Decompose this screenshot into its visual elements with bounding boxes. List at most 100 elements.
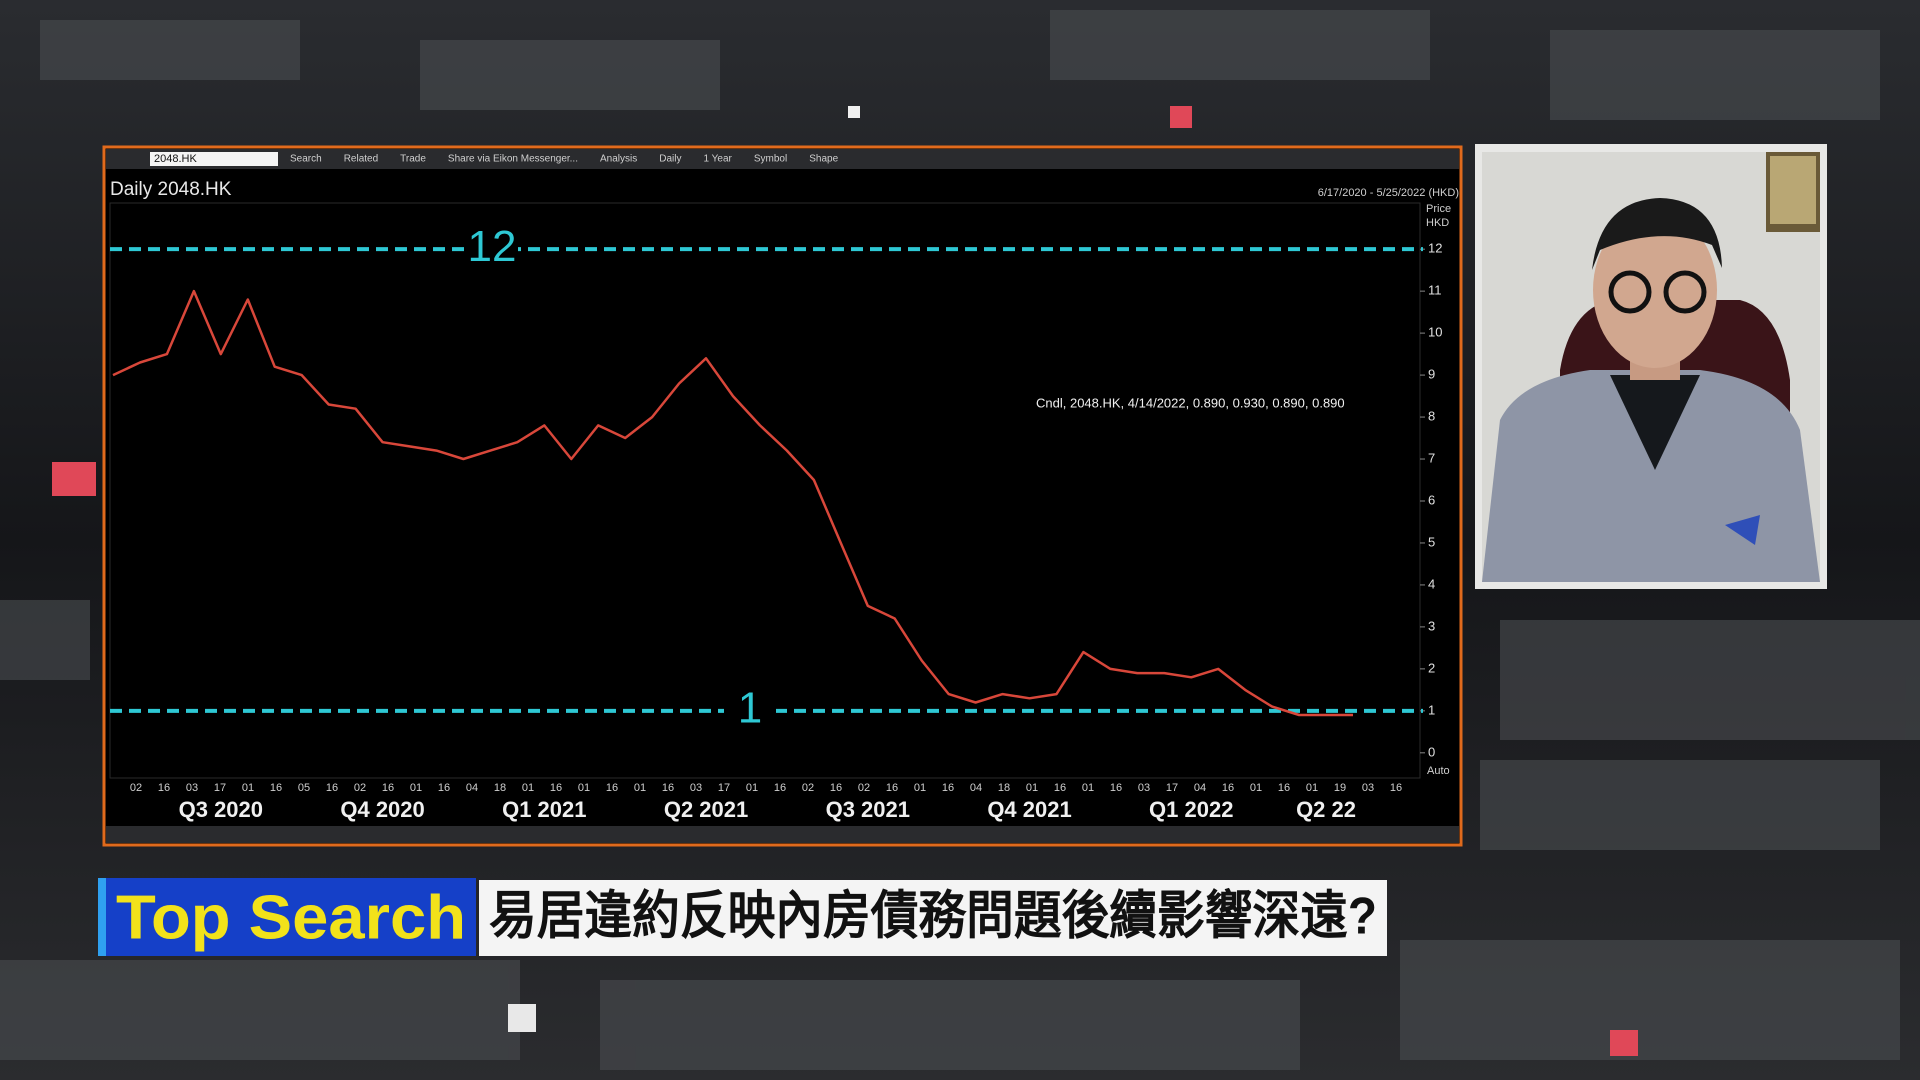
x-day-label: 19: [1334, 782, 1346, 794]
y-tick-label: 5: [1428, 534, 1435, 549]
y-tick-label: 1: [1428, 702, 1435, 717]
chart-panel: [102, 145, 1463, 847]
toolbar-item[interactable]: Shape: [809, 154, 838, 165]
y-tick-label: 12: [1428, 241, 1442, 256]
banner-headline: 易居違約反映內房債務問題後續影響深遠?: [489, 888, 1377, 946]
y-tick-label: 8: [1428, 408, 1435, 423]
x-day-label: 01: [1082, 782, 1094, 794]
x-day-label: 03: [1138, 782, 1150, 794]
decor-cube: [508, 1004, 536, 1032]
x-day-label: 05: [298, 782, 310, 794]
x-day-label: 16: [886, 782, 898, 794]
y-tick-label: 7: [1428, 450, 1435, 465]
x-day-label: 16: [438, 782, 450, 794]
x-tick-label: Q2 2021: [664, 797, 748, 822]
banner-tag-box: [98, 878, 476, 956]
y-tick-label: 10: [1428, 325, 1442, 340]
y-tick-label: 3: [1428, 618, 1435, 633]
toolbar-item[interactable]: Analysis: [600, 154, 637, 165]
x-day-label: 01: [522, 782, 534, 794]
x-day-label: 17: [1166, 782, 1178, 794]
x-day-label: 16: [1278, 782, 1290, 794]
banner-accent: [98, 878, 106, 956]
x-tick-label: Q1 2022: [1149, 797, 1233, 822]
x-day-label: 18: [494, 782, 506, 794]
x-tick-label: Q2 22: [1296, 797, 1356, 822]
toolbar: [106, 149, 1459, 169]
toolbar-item[interactable]: Share via Eikon Messenger...: [448, 154, 578, 165]
x-day-label: 02: [354, 782, 366, 794]
date-range: 6/17/2020 - 5/25/2022 (HKD): [1318, 187, 1459, 199]
x-day-label: 16: [1054, 782, 1066, 794]
x-day-label: 01: [914, 782, 926, 794]
axis-label: HKD: [1426, 217, 1449, 229]
x-day-label: 16: [774, 782, 786, 794]
toolbar-item[interactable]: Trade: [400, 154, 426, 165]
y-tick-label: 0: [1428, 744, 1435, 759]
x-day-label: 16: [382, 782, 394, 794]
annotation: Cndl, 2048.HK, 4/14/2022, 0.890, 0.930, …: [1036, 395, 1345, 410]
x-tick-label: Q1 2021: [502, 797, 586, 822]
x-day-label: 16: [606, 782, 618, 794]
toolbar-item[interactable]: Search: [290, 154, 322, 165]
x-day-label: 16: [942, 782, 954, 794]
x-day-label: 01: [1306, 782, 1318, 794]
toolbar-item[interactable]: Related: [344, 154, 378, 165]
decor-cube: [848, 106, 860, 118]
x-day-label: 17: [214, 782, 226, 794]
x-day-label: 16: [1222, 782, 1234, 794]
toolbar-item[interactable]: 1 Year: [703, 154, 732, 165]
x-day-label: 03: [690, 782, 702, 794]
x-day-label: 17: [718, 782, 730, 794]
reference-label: 12: [468, 222, 517, 271]
x-day-label: 01: [1026, 782, 1038, 794]
x-day-label: 16: [662, 782, 674, 794]
x-day-label: 18: [998, 782, 1010, 794]
y-tick-label: 9: [1428, 367, 1435, 382]
axis-label: Price: [1426, 203, 1451, 215]
x-day-label: 16: [550, 782, 562, 794]
x-tick-label: Q4 2020: [340, 797, 424, 822]
reference-label: 1: [738, 683, 762, 732]
x-day-label: 01: [746, 782, 758, 794]
reference-label-bg: [466, 225, 518, 274]
x-day-label: 01: [1250, 782, 1262, 794]
toolbar-item[interactable]: Symbol: [754, 154, 787, 165]
x-day-label: 01: [242, 782, 254, 794]
x-day-label: 01: [410, 782, 422, 794]
x-day-label: 16: [158, 782, 170, 794]
y-tick-label: 11: [1428, 283, 1442, 298]
banner-headline-box: [479, 880, 1387, 956]
price-line: [112, 289, 1353, 717]
decor-cube: [1170, 106, 1192, 128]
x-day-label: 01: [578, 782, 590, 794]
x-day-label: 16: [1390, 782, 1402, 794]
watchlist-bar: [106, 826, 1459, 843]
x-day-label: 02: [802, 782, 814, 794]
x-tick-label: Q3 2020: [179, 797, 263, 822]
y-tick-label: 6: [1428, 492, 1435, 507]
background-blocks: [0, 10, 1920, 1070]
x-day-label: 03: [186, 782, 198, 794]
scale-mode: Auto: [1427, 765, 1450, 777]
plot-area: [109, 202, 1421, 779]
chart-title: Daily 2048.HK: [110, 179, 232, 200]
x-day-label: 16: [830, 782, 842, 794]
x-day-label: 04: [1194, 782, 1206, 794]
x-day-label: 04: [970, 782, 982, 794]
symbol-input[interactable]: 2048.HK: [154, 153, 197, 165]
symbol-box[interactable]: [150, 152, 278, 166]
reference-label-bg: [724, 686, 776, 735]
x-day-label: 04: [466, 782, 478, 794]
banner-tag: Top Search: [116, 883, 466, 952]
video-feed: [1482, 152, 1820, 582]
y-tick-label: 2: [1428, 660, 1435, 675]
x-day-label: 16: [270, 782, 282, 794]
x-day-label: 02: [130, 782, 142, 794]
x-day-label: 03: [1362, 782, 1374, 794]
x-day-label: 16: [326, 782, 338, 794]
x-day-label: 02: [858, 782, 870, 794]
toolbar-item[interactable]: Daily: [659, 154, 681, 165]
